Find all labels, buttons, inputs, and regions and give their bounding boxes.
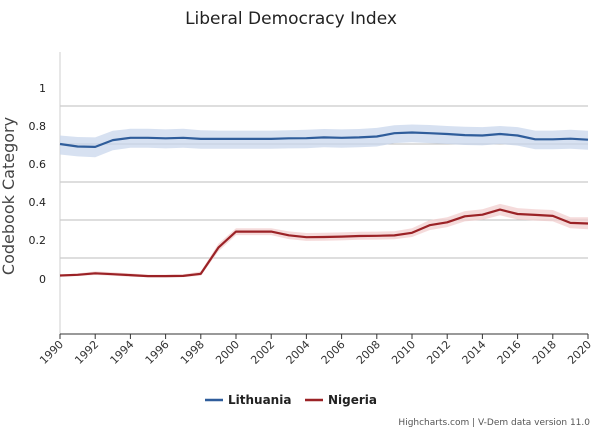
nigeria-data-point[interactable] (586, 221, 591, 226)
nigeria-data-point[interactable] (251, 229, 256, 234)
y-axis-ticks: 1 0.8 0.6 0.4 0.2 0 (29, 82, 47, 286)
y-axis-title: Codebook Category (0, 117, 18, 275)
legend-label: Nigeria (328, 393, 377, 407)
nigeria-data-point[interactable] (181, 273, 186, 278)
nigeria-data-point[interactable] (269, 229, 274, 234)
lithuania-data-point[interactable] (128, 135, 133, 140)
nigeria-data-point[interactable] (75, 272, 80, 277)
lithuania-data-point[interactable] (427, 131, 432, 136)
lithuania-data-point[interactable] (304, 136, 309, 141)
nigeria-data-point[interactable] (568, 220, 573, 225)
lithuania-data-point[interactable] (181, 135, 186, 140)
lithuania-data-point[interactable] (550, 137, 555, 142)
nigeria-data-point[interactable] (128, 273, 133, 278)
nigeria-data-point[interactable] (498, 207, 503, 212)
lithuania-data-point[interactable] (251, 136, 256, 141)
lithuania-data-point[interactable] (58, 142, 63, 147)
nigeria-confidence-band (60, 203, 588, 278)
nigeria-data-point[interactable] (392, 233, 397, 238)
nigeria-data-point[interactable] (515, 212, 520, 217)
lithuania-data-point[interactable] (445, 132, 450, 137)
lithuania-data-point[interactable] (198, 136, 203, 141)
lithuania-data-point[interactable] (480, 133, 485, 138)
nigeria-data-point[interactable] (93, 271, 98, 276)
nigeria-data-point[interactable] (110, 272, 115, 277)
nigeria-data-point[interactable] (286, 233, 291, 238)
lithuania-data-point[interactable] (146, 135, 151, 140)
chart-credit[interactable]: Highcharts.com | V-Dem data version 11.0 (398, 418, 590, 428)
lithuania-data-point[interactable] (110, 138, 115, 143)
lithuania-line[interactable] (59, 131, 589, 148)
nigeria-data-point[interactable] (234, 229, 239, 234)
lithuania-data-point[interactable] (498, 132, 503, 137)
legend[interactable]: Lithuania Nigeria (205, 393, 377, 407)
series-lines (59, 131, 589, 278)
lithuania-confidence-band (60, 124, 588, 158)
nigeria-data-point[interactable] (357, 234, 362, 239)
lithuania-data-point[interactable] (216, 136, 221, 141)
lithuania-data-point[interactable] (374, 134, 379, 139)
nigeria-data-point[interactable] (163, 274, 168, 279)
nigeria-data-point[interactable] (445, 220, 450, 225)
nigeria-data-point[interactable] (322, 235, 327, 240)
nigeria-data-point[interactable] (304, 235, 309, 240)
nigeria-data-point[interactable] (146, 274, 151, 279)
nigeria-data-point[interactable] (58, 273, 63, 278)
nigeria-data-point[interactable] (216, 245, 221, 250)
lithuania-data-point[interactable] (234, 136, 239, 141)
y-tick-label: 0.6 (29, 158, 47, 171)
nigeria-data-point[interactable] (339, 234, 344, 239)
lithuania-data-point[interactable] (163, 136, 168, 141)
lithuania-data-point[interactable] (392, 131, 397, 136)
lithuania-data-point[interactable] (286, 136, 291, 141)
confidence-bands (60, 124, 588, 278)
chart-title: Liberal Democracy Index (185, 9, 397, 29)
lithuania-data-point[interactable] (75, 144, 80, 149)
y-tick-label: 0.4 (29, 196, 47, 209)
lithuania-data-point[interactable] (568, 136, 573, 141)
legend-item-nigeria[interactable]: Nigeria (305, 393, 377, 407)
lithuania-data-point[interactable] (586, 137, 591, 142)
lithuania-data-point[interactable] (93, 144, 98, 149)
nigeria-data-point[interactable] (462, 214, 467, 219)
nigeria-data-point[interactable] (198, 271, 203, 276)
y-tick-label: 0.2 (29, 234, 47, 247)
nigeria-data-point[interactable] (427, 223, 432, 228)
legend-item-lithuania[interactable]: Lithuania (205, 393, 291, 407)
legend-label: Lithuania (228, 393, 291, 407)
y-tick-label: 0.8 (29, 120, 47, 133)
y-tick-label: 0 (39, 273, 46, 286)
y-tick-label: 1 (39, 82, 46, 95)
lithuania-data-point[interactable] (533, 137, 538, 142)
lithuania-data-point[interactable] (269, 136, 274, 141)
nigeria-data-point[interactable] (533, 212, 538, 217)
lithuania-data-point[interactable] (410, 130, 415, 135)
lithuania-data-point[interactable] (462, 133, 467, 138)
nigeria-data-point[interactable] (550, 213, 555, 218)
nigeria-data-point[interactable] (480, 212, 485, 217)
nigeria-data-point[interactable] (410, 230, 415, 235)
lithuania-data-point[interactable] (322, 135, 327, 140)
lithuania-data-point[interactable] (515, 133, 520, 138)
lithuania-data-point[interactable] (339, 135, 344, 140)
nigeria-line[interactable] (59, 208, 589, 278)
nigeria-data-point[interactable] (374, 233, 379, 238)
lithuania-data-point[interactable] (357, 135, 362, 140)
